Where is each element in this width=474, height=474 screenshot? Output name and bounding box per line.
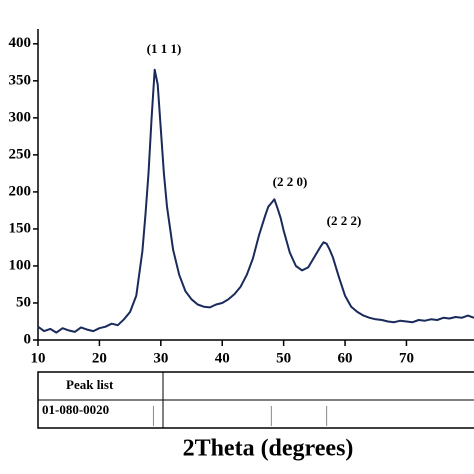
y-tick-label: 200: [9, 183, 32, 199]
y-tick-label: 0: [24, 331, 32, 347]
peak-annotation: (2 2 0): [273, 174, 308, 189]
data-line: [37, 68, 474, 334]
x-tick-label: 40: [215, 350, 230, 366]
x-tick-label: 70: [399, 350, 414, 366]
x-tick-label: 60: [338, 350, 353, 366]
y-tick-label: 150: [9, 220, 32, 236]
y-tick-label: 350: [9, 72, 32, 88]
y-tick-label: 50: [16, 294, 31, 310]
peak-annotation: (2 2 2): [327, 213, 362, 228]
y-tick-label: 300: [9, 109, 32, 125]
peak-list-card: 01-080-0020: [42, 402, 109, 417]
x-tick-label: 20: [92, 350, 107, 366]
x-axis-label: 2Theta (degrees): [183, 436, 354, 462]
y-tick-label: 250: [9, 146, 32, 162]
x-tick-label: 50: [276, 350, 291, 366]
x-tick-label: 10: [31, 350, 46, 366]
peak-list-title: Peak list: [66, 377, 114, 392]
peak-annotation: (1 1 1): [147, 41, 182, 56]
y-tick-label: 100: [9, 257, 32, 273]
y-tick-label: 400: [9, 35, 32, 51]
x-tick-label: 30: [153, 350, 168, 366]
